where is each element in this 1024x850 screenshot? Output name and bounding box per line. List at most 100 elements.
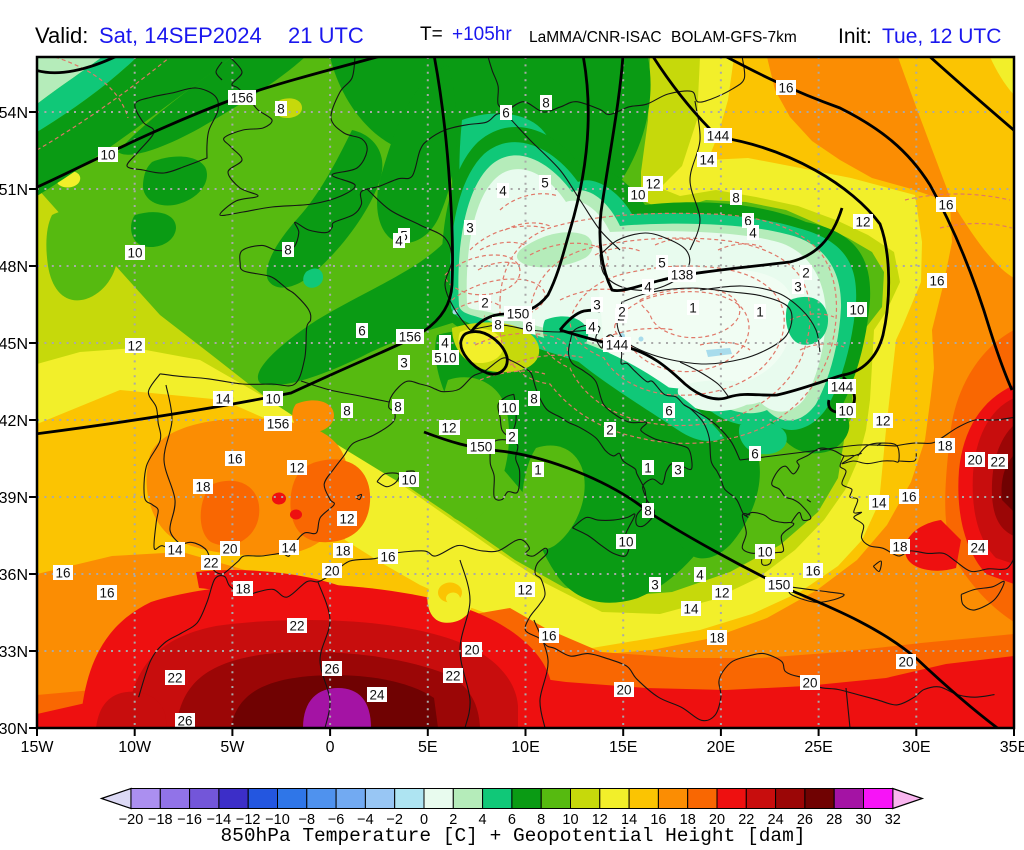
svg-text:5: 5	[541, 176, 549, 191]
svg-text:−10: −10	[265, 812, 290, 828]
svg-text:14: 14	[683, 602, 699, 617]
svg-text:16: 16	[380, 550, 395, 565]
svg-text:12: 12	[875, 414, 890, 429]
svg-text:18: 18	[235, 582, 250, 597]
svg-text:−12: −12	[236, 812, 261, 828]
svg-text:16: 16	[55, 566, 70, 581]
svg-text:8: 8	[644, 504, 652, 519]
svg-text:22: 22	[203, 556, 218, 571]
svg-text:26: 26	[797, 812, 813, 828]
svg-text:24: 24	[970, 541, 986, 556]
svg-text:8: 8	[277, 102, 285, 117]
svg-text:14: 14	[621, 812, 637, 828]
svg-text:54N: 54N	[0, 105, 28, 122]
svg-text:18: 18	[195, 480, 210, 495]
svg-text:16: 16	[805, 564, 820, 579]
svg-text:1: 1	[644, 461, 652, 476]
svg-text:8: 8	[530, 392, 538, 407]
svg-text:1: 1	[689, 301, 697, 316]
svg-text:10: 10	[265, 392, 280, 407]
svg-text:3: 3	[794, 280, 802, 295]
svg-text:20: 20	[967, 453, 982, 468]
svg-text:144: 144	[707, 129, 730, 144]
svg-text:22: 22	[445, 669, 460, 684]
svg-text:5: 5	[434, 351, 442, 366]
svg-text:2: 2	[449, 812, 457, 828]
svg-text:8: 8	[542, 96, 550, 111]
svg-text:14: 14	[215, 392, 231, 407]
svg-text:10W: 10W	[118, 739, 152, 756]
svg-text:14: 14	[871, 496, 887, 511]
svg-text:−20: −20	[119, 812, 144, 828]
svg-text:15E: 15E	[609, 739, 637, 756]
svg-text:18: 18	[680, 812, 696, 828]
svg-text:156: 156	[399, 330, 422, 345]
svg-text:5W: 5W	[220, 739, 245, 756]
svg-text:4: 4	[479, 812, 487, 828]
svg-text:16: 16	[99, 586, 114, 601]
svg-text:2: 2	[481, 296, 489, 311]
svg-text:20: 20	[324, 564, 339, 579]
svg-text:8: 8	[394, 400, 402, 415]
svg-text:−8: −8	[299, 812, 316, 828]
svg-text:12: 12	[714, 586, 729, 601]
svg-text:10: 10	[127, 246, 142, 261]
svg-text:24: 24	[369, 688, 385, 703]
svg-text:150: 150	[507, 307, 530, 322]
svg-text:144: 144	[831, 380, 854, 395]
svg-text:22: 22	[167, 671, 182, 686]
svg-text:20: 20	[709, 812, 725, 828]
svg-text:5: 5	[658, 256, 666, 271]
svg-text:10: 10	[100, 148, 115, 163]
svg-text:12: 12	[855, 215, 870, 230]
svg-text:18: 18	[892, 540, 907, 555]
svg-text:10: 10	[849, 303, 864, 318]
svg-text:15W: 15W	[21, 739, 55, 756]
svg-text:−18: −18	[148, 812, 173, 828]
svg-text:8: 8	[732, 191, 740, 206]
svg-text:6: 6	[751, 447, 759, 462]
svg-text:T=: T=	[420, 24, 443, 45]
svg-text:20: 20	[616, 683, 631, 698]
svg-text:8: 8	[537, 812, 545, 828]
svg-text:12: 12	[517, 583, 532, 598]
svg-text:10E: 10E	[511, 739, 539, 756]
svg-text:8: 8	[284, 243, 292, 258]
svg-text:35E: 35E	[1000, 739, 1024, 756]
svg-text:1: 1	[534, 463, 542, 478]
svg-text:25E: 25E	[804, 739, 832, 756]
svg-text:1: 1	[756, 305, 764, 320]
svg-text:18: 18	[937, 439, 952, 454]
svg-text:3: 3	[466, 221, 474, 236]
svg-text:10: 10	[501, 401, 516, 416]
svg-text:20: 20	[222, 542, 237, 557]
svg-text:2: 2	[802, 266, 810, 281]
svg-text:12: 12	[441, 421, 456, 436]
svg-text:18: 18	[709, 631, 724, 646]
svg-text:−14: −14	[207, 812, 232, 828]
svg-text:3: 3	[674, 463, 682, 478]
svg-text:4: 4	[395, 234, 403, 249]
svg-text:48N: 48N	[0, 259, 28, 276]
svg-text:6: 6	[744, 214, 752, 229]
svg-text:10: 10	[562, 812, 578, 828]
svg-text:8: 8	[494, 318, 502, 333]
svg-text:30N: 30N	[0, 721, 28, 738]
svg-text:156: 156	[231, 91, 254, 106]
svg-text:BOLAM-GFS-7km: BOLAM-GFS-7km	[671, 29, 797, 46]
svg-text:22: 22	[738, 812, 754, 828]
svg-text:16: 16	[778, 81, 793, 96]
svg-text:14: 14	[281, 541, 297, 556]
svg-text:12: 12	[645, 177, 660, 192]
svg-text:12: 12	[289, 461, 304, 476]
svg-text:20E: 20E	[707, 739, 735, 756]
svg-text:10: 10	[757, 545, 772, 560]
svg-text:16: 16	[938, 198, 953, 213]
svg-text:−16: −16	[177, 812, 202, 828]
svg-text:4: 4	[696, 568, 704, 583]
svg-text:21 UTC: 21 UTC	[288, 23, 364, 48]
svg-text:39N: 39N	[0, 490, 28, 507]
svg-text:LaMMA/CNR-ISAC: LaMMA/CNR-ISAC	[529, 29, 662, 46]
svg-text:51N: 51N	[0, 182, 28, 199]
svg-text:14: 14	[699, 153, 715, 168]
